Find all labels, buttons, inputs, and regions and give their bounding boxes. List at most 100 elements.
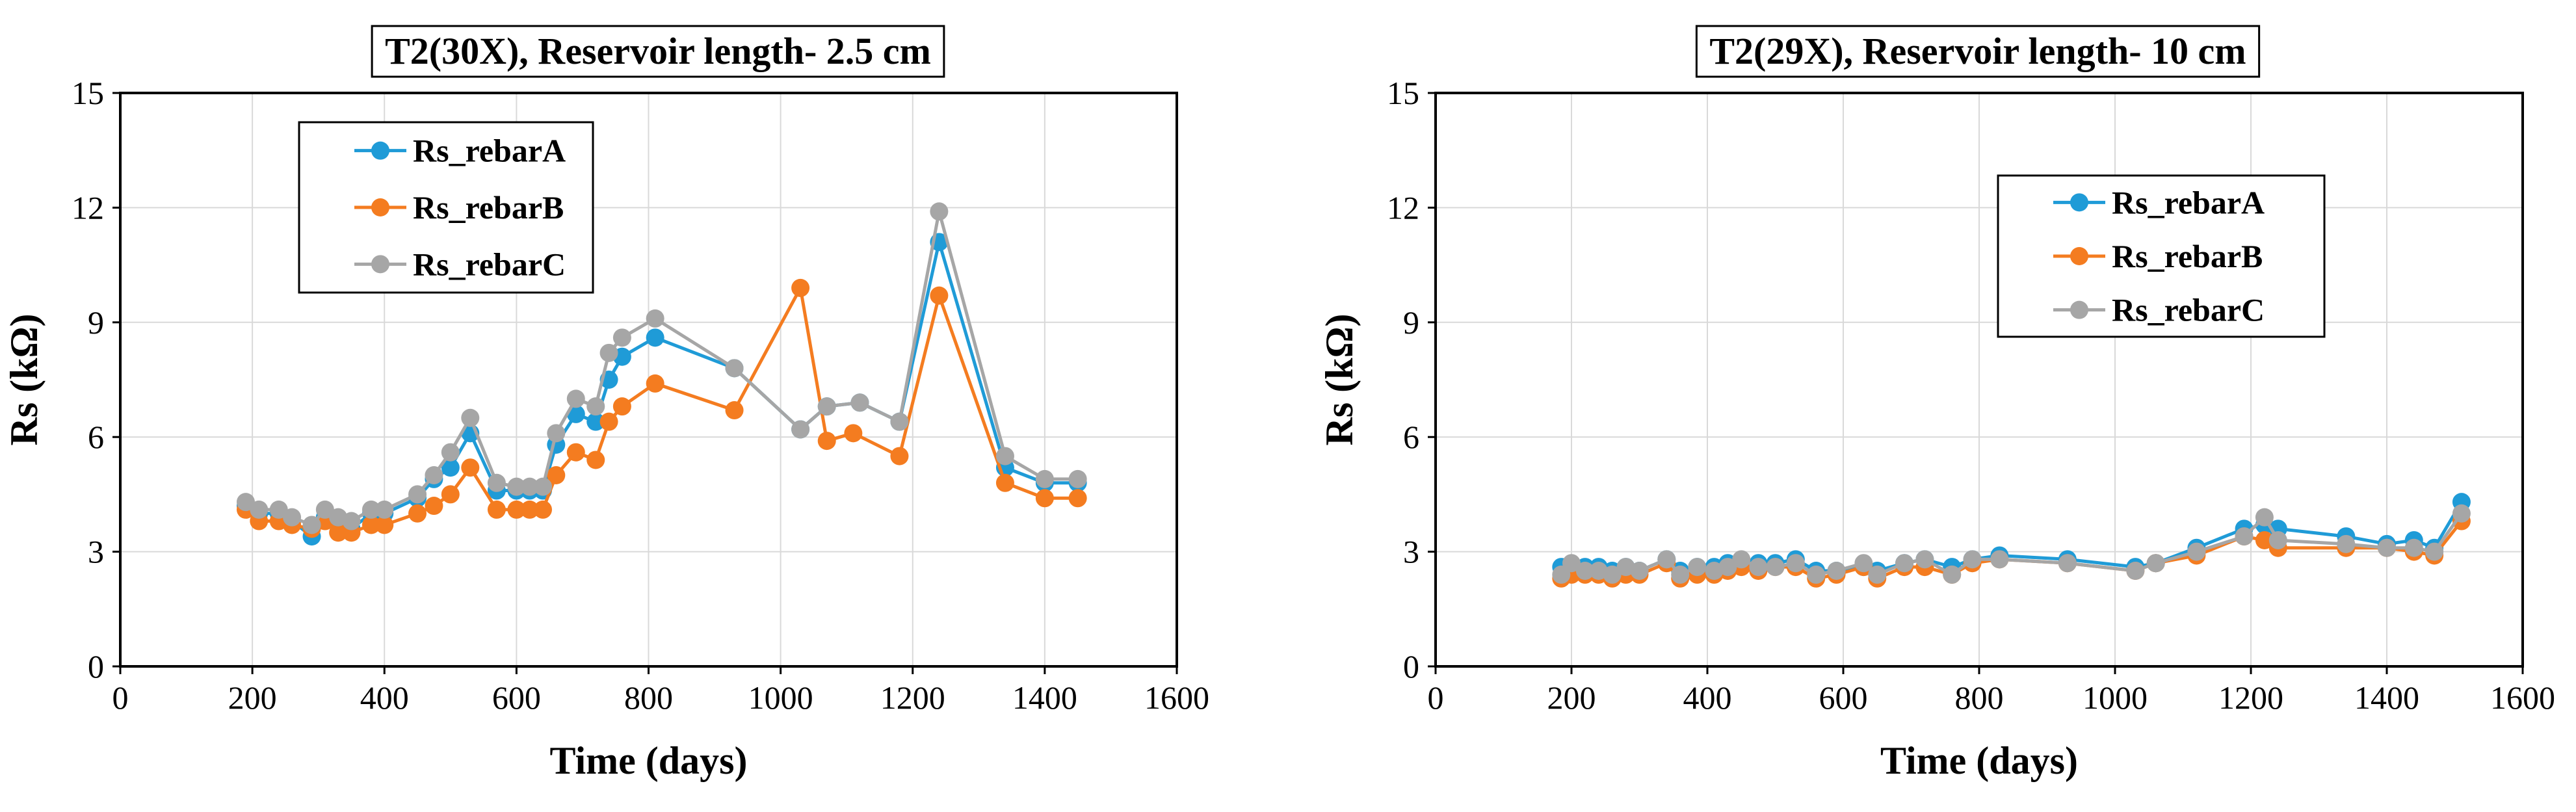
data-point (520, 477, 539, 496)
legend-label: Rs_rebarB (2112, 238, 2263, 274)
data-point (1603, 565, 1622, 584)
data-point (441, 443, 460, 462)
legend: Rs_rebarA Rs_rebarB Rs_rebarC (1997, 174, 2326, 338)
data-point (1943, 565, 1962, 584)
data-point (342, 512, 361, 530)
legend-swatch-marker (371, 255, 389, 274)
data-point (2404, 538, 2423, 557)
legend-swatch-marker (2070, 300, 2088, 319)
data-point (1575, 562, 1594, 580)
data-point (547, 466, 566, 484)
data-point (2126, 562, 2145, 580)
legend-box (298, 121, 594, 294)
data-point (890, 412, 909, 431)
data-point (408, 485, 427, 504)
data-point (520, 500, 539, 519)
y-tick-label: 3 (88, 534, 104, 570)
data-point (408, 504, 427, 523)
x-tick-label: 1000 (748, 679, 813, 716)
data-point (725, 359, 744, 378)
data-point (1963, 550, 1982, 569)
data-point (586, 397, 605, 416)
data-point (302, 516, 321, 534)
data-point (890, 447, 909, 465)
data-point (930, 286, 949, 305)
legend-box (1997, 174, 2326, 338)
x-tick-label: 0 (1428, 679, 1444, 716)
y-tick-label: 6 (1403, 419, 1419, 455)
legend-swatch-marker (2070, 193, 2088, 212)
data-point (566, 389, 585, 408)
data-point (269, 500, 288, 519)
data-point (2235, 527, 2254, 546)
series-Rs_rebarC (1552, 504, 2471, 584)
chart-1: 0 200 400 600 800 1000 1200 1400 1600 0 3 6 9 12 15 Tim… (3, 25, 1209, 782)
data-point (1035, 489, 1054, 508)
data-point (361, 500, 380, 519)
legend: Rs_rebarA Rs_rebarB Rs_rebarC (298, 121, 594, 294)
data-point (487, 473, 506, 492)
x-tick-label: 1400 (1012, 679, 1077, 716)
data-point (547, 424, 566, 443)
legend-swatch-marker (371, 198, 389, 216)
chart-title: T2(30X), Reservoir length- 2.5 cm (385, 30, 931, 72)
y-tick-label: 15 (1387, 75, 1419, 111)
data-point (1786, 554, 1805, 573)
x-tick-label: 400 (360, 679, 409, 716)
x-tick-label: 1600 (2490, 679, 2555, 716)
data-point (1766, 558, 1785, 577)
data-point (1990, 550, 2009, 569)
x-tick-label: 1200 (2218, 679, 2283, 716)
x-tick-label: 600 (1819, 679, 1868, 716)
data-point (236, 493, 255, 512)
y-tick-label: 12 (1387, 189, 1419, 226)
data-point (1895, 554, 1914, 573)
data-point (930, 202, 949, 221)
chart-title: T2(29X), Reservoir length- 10 cm (1709, 30, 2246, 72)
data-point (461, 458, 480, 477)
data-point (586, 412, 605, 431)
x-tick-label: 800 (1955, 679, 2004, 716)
legend-label: Rs_rebarA (413, 133, 566, 169)
y-tick-label: 12 (72, 189, 104, 226)
data-point (2378, 538, 2396, 557)
data-point (995, 473, 1014, 492)
data-point (375, 516, 394, 534)
legend-label: Rs_rebarA (2112, 184, 2265, 220)
data-point (817, 397, 836, 416)
data-point (725, 401, 744, 420)
series-Rs_rebarB (236, 278, 1087, 542)
legend-swatch-marker (2070, 247, 2088, 265)
y-tick-label: 15 (72, 75, 104, 111)
data-point (329, 523, 348, 542)
legend-label: Rs_rebarB (413, 189, 564, 226)
data-point (566, 443, 585, 462)
data-point (1068, 489, 1087, 508)
data-point (646, 309, 664, 328)
data-point (441, 458, 460, 477)
data-point (1718, 558, 1737, 577)
data-point (425, 466, 443, 484)
data-point (1035, 469, 1054, 488)
data-point (1915, 550, 1934, 569)
data-point (586, 451, 605, 469)
y-tick-label: 0 (88, 648, 104, 685)
data-point (1068, 469, 1087, 488)
y-tick-label: 9 (88, 304, 104, 341)
data-point (1657, 550, 1676, 569)
legend-label: Rs_rebarC (413, 246, 566, 282)
y-axis-label: Rs (kΩ) (3, 313, 46, 445)
data-point (2452, 504, 2471, 523)
y-tick-label: 3 (1403, 534, 1419, 570)
legend-label: Rs_rebarC (2112, 292, 2265, 328)
y-tick-label: 6 (88, 419, 104, 455)
data-point (1688, 558, 1707, 577)
x-tick-label: 1200 (880, 679, 945, 716)
data-point (1671, 565, 1690, 584)
data-point (2146, 554, 2165, 573)
data-point (461, 408, 480, 427)
y-tick-label: 0 (1403, 648, 1419, 685)
x-tick-label: 200 (228, 679, 277, 716)
data-point (2255, 530, 2274, 549)
